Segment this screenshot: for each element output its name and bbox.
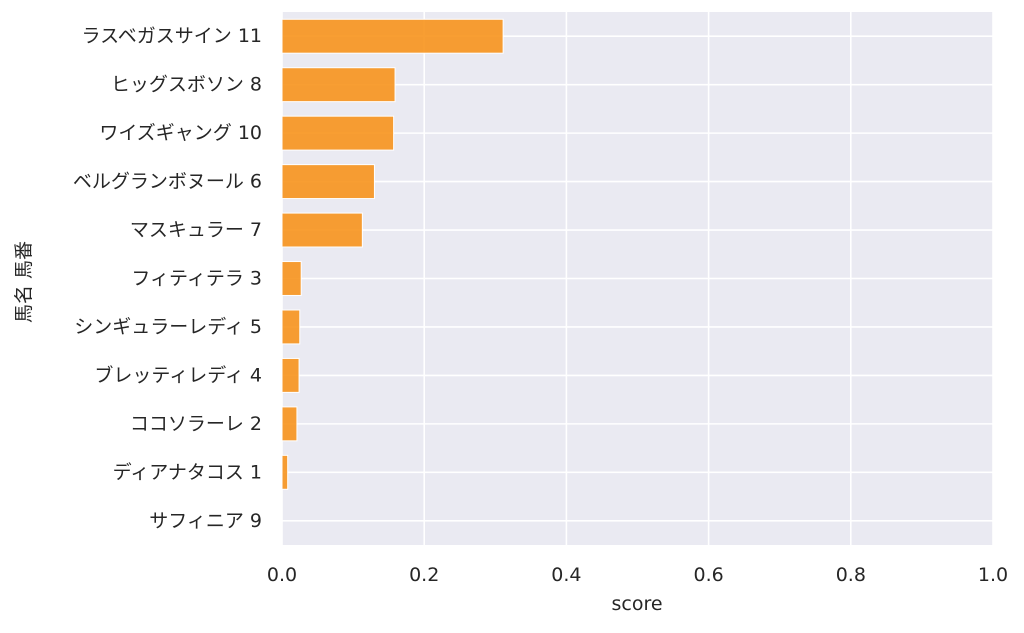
- category-label: ヒッグスボソン 8: [111, 74, 262, 96]
- bars: [281, 18, 504, 490]
- bar: [281, 18, 504, 54]
- category-label: ベルグランボヌール 6: [73, 171, 262, 193]
- y-axis-title: 馬名 馬番: [13, 241, 35, 323]
- x-tick-label: 0.6: [693, 564, 723, 586]
- category-label: ココソラーレ 2: [130, 413, 262, 435]
- category-labels: ラスベガスサイン 11 ヒッグスボソン 8 ワイズギャング 10 ベルグランボヌール …: [73, 25, 262, 532]
- x-tick-label: 0.2: [409, 564, 439, 586]
- bar: [281, 454, 289, 490]
- category-label: ディアナタコス 1: [113, 461, 262, 483]
- category-label: シンギュラーレディ 5: [74, 316, 262, 338]
- bar: [281, 115, 395, 151]
- x-tick-label: 0.8: [836, 564, 866, 586]
- bar: [281, 164, 375, 200]
- category-label: マスキュラー 7: [130, 219, 262, 241]
- x-tick-label: 1.0: [978, 564, 1008, 586]
- x-axis-title: score: [611, 593, 662, 615]
- category-label: ワイズギャング 10: [99, 122, 262, 144]
- category-label: フィティテラ 3: [131, 268, 262, 290]
- x-tick-label: 0.4: [551, 564, 581, 586]
- x-tick-label: 0.0: [267, 564, 297, 586]
- bar: [281, 309, 301, 345]
- bar: [281, 212, 363, 248]
- grid: [281, 12, 994, 545]
- category-label: サフィニア 9: [149, 510, 262, 532]
- category-label: ラスベガスサイン 11: [81, 25, 262, 47]
- bar: [281, 261, 302, 296]
- bar: [281, 357, 300, 393]
- category-label: ブレッティレディ 4: [94, 363, 262, 386]
- bar: [281, 67, 396, 103]
- x-tick-labels: 0.0 0.2 0.4 0.6 0.8 1.0: [267, 564, 1008, 586]
- bar: [281, 406, 298, 442]
